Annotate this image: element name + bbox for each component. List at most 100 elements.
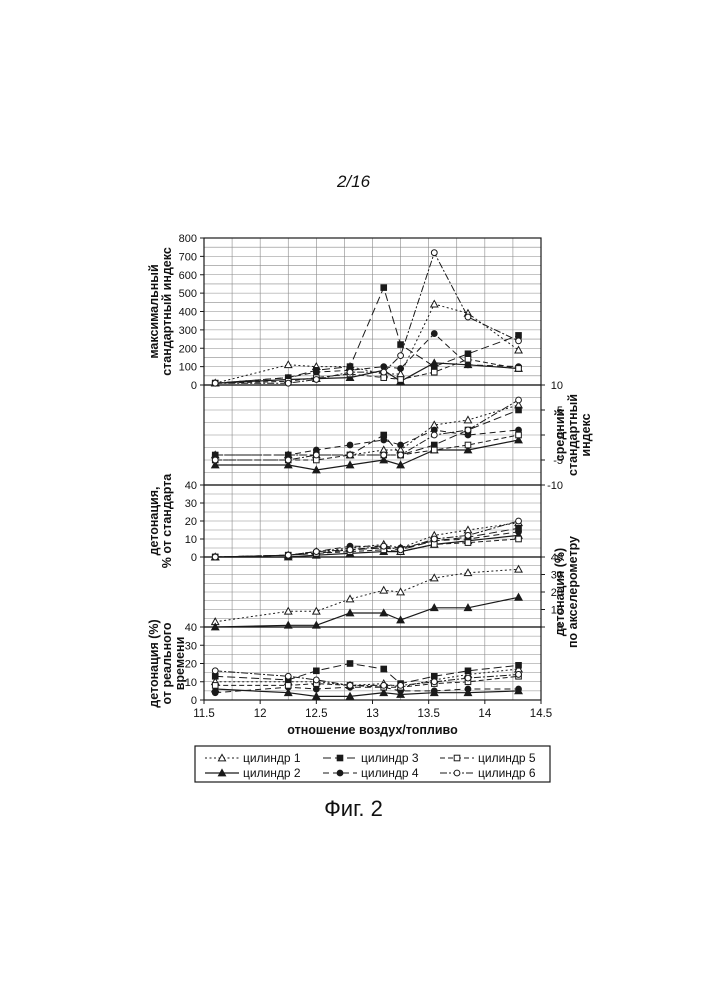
y-tick-label: 40: [185, 480, 197, 492]
data-point: [516, 663, 522, 669]
data-point: [381, 285, 387, 291]
data-point: [516, 672, 522, 678]
data-point: [285, 683, 291, 689]
figure-caption: Фиг. 2: [0, 796, 707, 822]
data-point: [381, 437, 387, 443]
data-point: [516, 338, 522, 344]
data-point: [381, 452, 387, 458]
data-point: [515, 566, 522, 572]
data-point: [212, 457, 218, 463]
data-point: [398, 683, 404, 689]
data-point: [285, 361, 292, 367]
data-point: [465, 533, 471, 539]
data-point: [397, 588, 404, 594]
data-point: [431, 432, 437, 438]
data-point: [516, 407, 522, 413]
legend-label: цилиндр 4: [361, 766, 419, 780]
y-tick-label: 700: [179, 251, 197, 263]
y-tick-label: 500: [179, 288, 197, 300]
data-point: [212, 380, 218, 386]
data-point: [347, 452, 353, 458]
data-point: [464, 416, 471, 422]
data-point: [516, 686, 522, 692]
y-axis-title-line: средний: [553, 409, 567, 461]
y-tick-label: 20: [185, 516, 197, 528]
data-point: [431, 536, 437, 542]
y-axis-title-line: стандартный индекс: [160, 247, 174, 376]
series-line: [215, 304, 518, 383]
data-point: [431, 447, 437, 453]
data-point: [431, 542, 437, 548]
y-tick-label: 800: [179, 233, 197, 245]
series-line: [215, 569, 518, 622]
data-point: [381, 683, 387, 689]
x-tick-label: 11.5: [193, 708, 215, 720]
data-point: [212, 554, 218, 560]
data-point: [380, 587, 387, 593]
legend-marker: [337, 755, 343, 761]
data-point: [347, 369, 353, 375]
data-point: [516, 397, 522, 403]
series-line: [215, 689, 518, 696]
data-point: [285, 673, 291, 679]
y-tick-label: 40: [185, 622, 197, 634]
data-point: [465, 686, 471, 692]
y-axis-title-line: времени: [173, 637, 187, 691]
data-point: [464, 526, 471, 532]
y-tick-label: 400: [179, 307, 197, 319]
x-tick-label: 14: [478, 708, 491, 720]
series-line: [215, 253, 518, 384]
y-axis-title-line: индекс: [579, 413, 593, 456]
y-axis-title-line: % от стандарта: [160, 473, 174, 569]
data-point: [381, 369, 387, 375]
series-line: [215, 669, 518, 687]
legend-marker: [454, 770, 460, 776]
data-point: [516, 333, 522, 339]
y-tick-label: 10: [551, 380, 563, 392]
data-point: [212, 683, 218, 689]
data-point: [431, 250, 437, 256]
legend-label: цилиндр 5: [478, 751, 536, 765]
x-tick-label: 13.5: [417, 708, 439, 720]
y-tick-label: 200: [179, 343, 197, 355]
data-point: [398, 452, 404, 458]
legend-label: цилиндр 3: [361, 751, 419, 765]
data-point: [465, 675, 471, 681]
data-point: [347, 683, 353, 689]
series-line: [215, 430, 518, 455]
data-point: [313, 686, 319, 692]
data-point: [465, 427, 471, 433]
data-point: [212, 668, 218, 674]
y-tick-label: 0: [191, 380, 197, 392]
y-axis-title: детонация,% от стандарта: [147, 473, 174, 569]
data-point: [212, 673, 218, 679]
y-tick-label: 100: [179, 362, 197, 374]
data-point: [285, 457, 291, 463]
data-point: [431, 369, 437, 375]
series-line: [215, 532, 518, 557]
data-point: [398, 442, 404, 448]
data-point: [431, 331, 437, 337]
data-point: [313, 452, 319, 458]
x-tick-label: 14.5: [530, 708, 552, 720]
y-axis-title-line: детонация (%): [553, 548, 567, 636]
y-tick-label: 300: [179, 325, 197, 337]
data-point: [515, 594, 522, 600]
y-axis-title: максимальныйстандартный индекс: [147, 247, 174, 376]
data-point: [431, 574, 438, 580]
data-point: [465, 540, 471, 546]
data-point: [516, 432, 522, 438]
x-tick-label: 12: [254, 708, 267, 720]
data-point: [398, 342, 404, 348]
data-point: [398, 353, 404, 359]
data-point: [398, 547, 404, 553]
data-point: [285, 552, 291, 558]
data-point: [431, 673, 437, 679]
data-point: [465, 351, 471, 357]
data-point: [516, 366, 522, 372]
legend: цилиндр 1цилиндр 3цилиндр 5цилиндр 2цили…: [195, 746, 550, 782]
y-tick-label: 0: [191, 695, 197, 707]
data-point: [381, 364, 387, 370]
legend-label: цилиндр 1: [243, 751, 301, 765]
series-layer: [212, 250, 523, 699]
